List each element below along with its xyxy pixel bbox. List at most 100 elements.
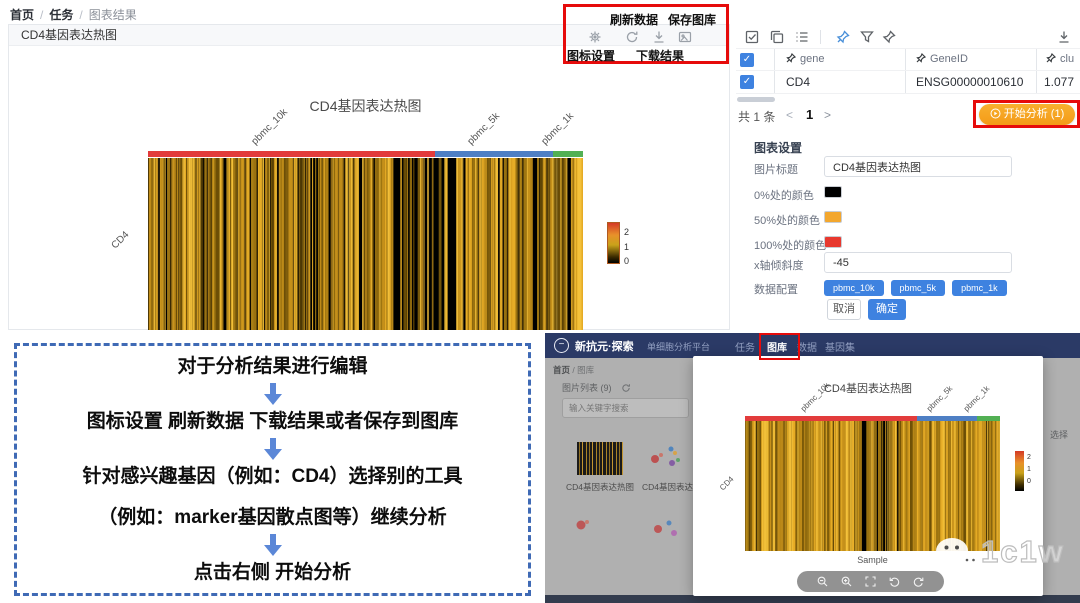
group-bar-pbmc5k <box>435 151 553 157</box>
pagination-next-button[interactable]: > <box>824 108 832 122</box>
down-arrow-icon <box>263 438 282 460</box>
modal-group-bar-pbmc1k <box>977 416 1000 421</box>
select-all-icon[interactable] <box>745 30 759 44</box>
filter-icon[interactable] <box>860 30 874 44</box>
heatmap-title: CD4基因表达热图 <box>309 98 422 114</box>
app-logo-icon: − <box>554 338 569 353</box>
dart-icon[interactable] <box>882 30 896 44</box>
header-checkbox[interactable]: ✓ <box>740 53 754 67</box>
breadcrumb: 首页 / 任务 / 图表结果 <box>10 6 137 23</box>
mini-breadcrumb-current: 图库 <box>577 365 595 375</box>
color100-label: 100%处的颜色 <box>754 240 827 252</box>
pushpin-icon <box>916 53 926 63</box>
nav-data[interactable]: 数据 <box>797 343 817 354</box>
group-bar-pbmc1k <box>553 151 583 157</box>
mini-app-footer-bar <box>545 595 1080 603</box>
table-download-icon[interactable] <box>1057 30 1071 44</box>
color50-label: 50%处的颜色 <box>754 215 821 227</box>
refresh-data-icon[interactable] <box>625 30 639 44</box>
down-arrow-icon <box>263 383 282 405</box>
play-circle-icon <box>990 106 1001 119</box>
breadcrumb-tasks[interactable]: 任务 <box>49 8 74 22</box>
zoom-in-icon[interactable] <box>841 576 852 587</box>
color0-label: 0%处的颜色 <box>754 190 814 202</box>
confirm-button[interactable]: 确定 <box>868 299 906 320</box>
zoom-out-icon[interactable] <box>817 576 828 587</box>
col-header-cluster[interactable]: clu <box>1046 53 1078 65</box>
chip-pbmc1k[interactable]: pbmc_1k <box>952 280 1007 296</box>
mini-breadcrumb-home[interactable]: 首页 <box>553 365 571 375</box>
pushpin-icon <box>1046 53 1056 63</box>
cell-geneid: ENSG00000010610 <box>916 75 1024 89</box>
pin-icon[interactable] <box>836 30 850 44</box>
modal-colorbar-tick-0: 0 <box>1027 478 1031 485</box>
row-checkbox[interactable]: ✓ <box>740 75 754 89</box>
gallery-search-input[interactable] <box>562 398 689 418</box>
gallery-preview-modal: CD4基因表达热图 pbmc_10k pbmc_5k pbmc_1k CD4 2… <box>693 356 1043 596</box>
chip-pbmc5k[interactable]: pbmc_5k <box>890 280 946 296</box>
modal-colorbar-tick-1: 1 <box>1027 466 1031 473</box>
callout-line-4: （例如：marker基因散点图等）继续分析 <box>98 507 447 528</box>
heatmap-cells <box>148 158 583 330</box>
gallery-thumb-heatmap[interactable] <box>577 442 623 475</box>
fullscreen-icon[interactable] <box>865 576 876 587</box>
data-config-chips: pbmc_10k pbmc_5k pbmc_1k <box>824 278 1014 296</box>
gallery-thumb-label-2[interactable]: CD4基因表达热图 <box>641 482 710 492</box>
tilt-input[interactable] <box>824 252 1012 273</box>
pagination-prev-button[interactable]: < <box>786 108 794 122</box>
settings-section-title: 图表设置 <box>754 141 803 155</box>
callout-line-5: 点击右侧 开始分析 <box>193 562 352 583</box>
toolbar-divider <box>820 30 821 44</box>
gallery-refresh-icon[interactable] <box>621 380 631 392</box>
colorbar-tick-2: 2 <box>624 227 630 237</box>
annotation-refresh-label: 刷新数据 <box>610 13 659 27</box>
save-image-icon[interactable] <box>678 30 692 44</box>
download-result-icon[interactable] <box>652 30 666 44</box>
rotate-right-icon[interactable] <box>913 576 924 587</box>
breadcrumb-sep: / <box>40 8 44 22</box>
chip-pbmc10k[interactable]: pbmc_10k <box>824 280 884 296</box>
nav-genesets[interactable]: 基因集 <box>825 343 855 354</box>
gallery-thumb-scatter-small-2[interactable] <box>649 511 691 547</box>
chart-settings-icon[interactable] <box>588 30 602 44</box>
nav-gallery[interactable]: 图库 <box>767 343 787 354</box>
table-border <box>1036 49 1037 93</box>
breadcrumb-home[interactable]: 首页 <box>10 8 35 22</box>
cancel-button[interactable]: 取消 <box>827 299 861 320</box>
color100-swatch[interactable] <box>824 236 842 248</box>
rotate-left-icon[interactable] <box>889 576 900 587</box>
table-hscrollbar[interactable] <box>737 97 775 102</box>
annotation-settings-label: 图标设置 <box>567 49 616 63</box>
modal-row-label-cd4: CD4 <box>717 474 736 493</box>
start-analysis-button[interactable]: 开始分析 (1) <box>979 104 1075 125</box>
mini-breadcrumb: 首页 / 图库 <box>553 364 594 376</box>
list-settings-icon[interactable] <box>795 30 809 44</box>
pagination-page[interactable]: 1 <box>806 107 814 122</box>
app-subtitle: 单细胞分析平台 <box>647 342 711 352</box>
image-title-input[interactable] <box>824 156 1012 177</box>
modal-xaxis-label: Sample <box>857 555 888 565</box>
nav-tasks[interactable]: 任务 <box>735 343 755 354</box>
cell-gene: CD4 <box>786 75 811 89</box>
copy-icon[interactable] <box>770 30 784 44</box>
callout-line-1: 对于分析结果进行编辑 <box>177 356 368 377</box>
col-header-geneid[interactable]: GeneID <box>916 53 1028 65</box>
gallery-thumb-scatter[interactable] <box>645 437 687 477</box>
annotation-save-label: 保存图库 <box>668 13 717 27</box>
down-arrow-icon <box>263 534 282 556</box>
col-header-gene[interactable]: gene <box>786 53 898 65</box>
image-toolbar <box>797 571 944 592</box>
gallery-thumb-label-1[interactable]: CD4基因表达热图 <box>565 482 634 492</box>
table-border <box>905 49 906 93</box>
annotation-download-label: 下载结果 <box>636 49 685 63</box>
breadcrumb-sep: / <box>79 8 83 22</box>
pagination-total: 共 1 条 <box>738 110 776 124</box>
cell-value: 1.077 <box>1044 75 1075 89</box>
color0-swatch[interactable] <box>824 186 842 198</box>
modal-colorbar <box>1015 451 1024 491</box>
modal-chart-title: CD4基因表达热图 <box>823 383 912 395</box>
side-panel-text: 选择 <box>1050 430 1069 440</box>
gallery-thumb-scatter-small[interactable] <box>573 515 595 535</box>
color50-swatch[interactable] <box>824 211 842 223</box>
